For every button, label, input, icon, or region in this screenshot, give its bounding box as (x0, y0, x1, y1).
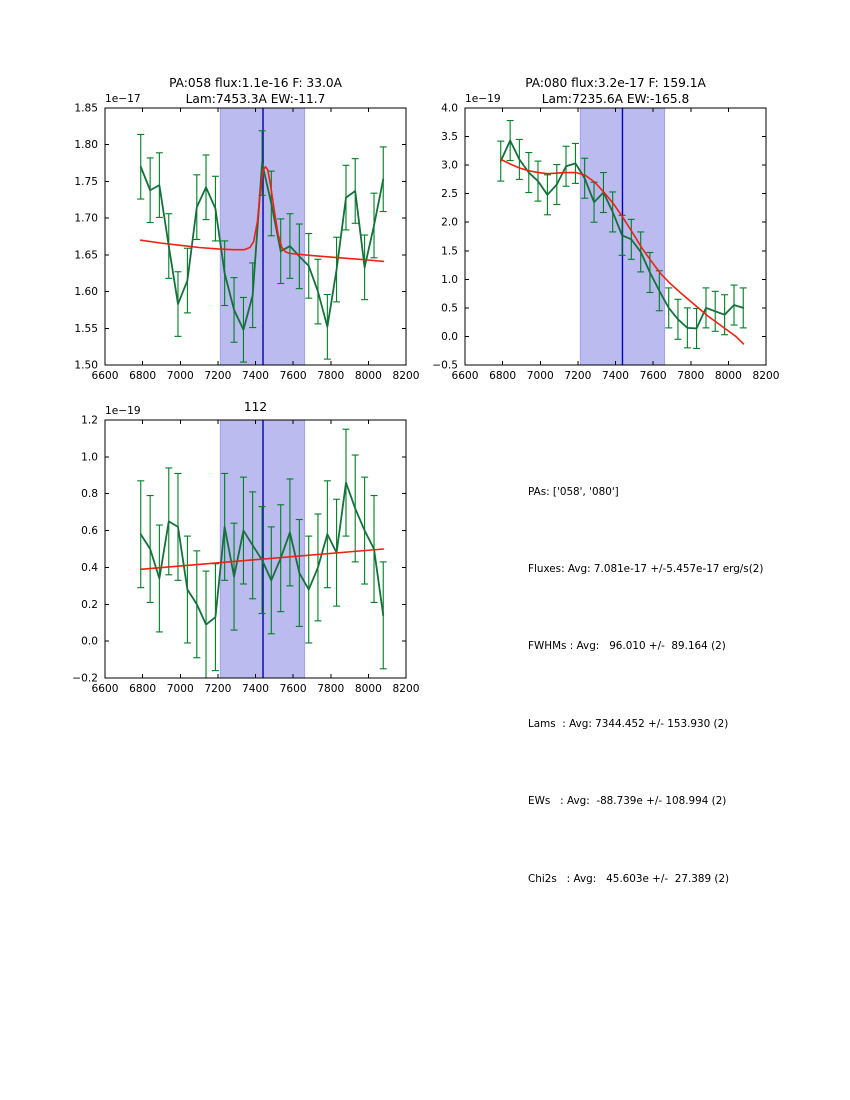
svg-text:0.5: 0.5 (441, 302, 458, 314)
svg-text:0.0: 0.0 (81, 636, 98, 648)
stats-line-chi2s: Chi2s : Avg: 45.603e +/- 27.389 (2) (528, 872, 730, 885)
svg-text:0.8: 0.8 (81, 488, 98, 500)
y-axis-offset-label: 1e−19 (105, 405, 141, 417)
pa058-spectrum-chart: 6600 6800 7000 7200 7400 7600 7800 8000 8200 1.50… (74, 76, 419, 383)
svg-text:0.4: 0.4 (81, 562, 98, 574)
svg-text:−0.5: −0.5 (432, 360, 458, 372)
plot-subtitle: Lam:7235.6A EW:-165.8 (542, 92, 690, 106)
svg-text:7400: 7400 (602, 370, 629, 382)
stats-line-fwhms: FWHMs : Avg: 96.010 +/- 89.164 (2) (528, 640, 726, 653)
stats-line-lams: Lams : Avg: 7344.452 +/- 153.930 (2) (528, 717, 729, 730)
plot-pa058: 6600 6800 7000 7200 7400 7600 7800 8000 8200 1.50… (55, 63, 425, 402)
axes-pa058: 6600 6800 7000 7200 7400 7600 7800 8000 8200 1.50… (74, 103, 419, 383)
svg-text:1.75: 1.75 (74, 176, 98, 188)
plot-title: 112 (244, 400, 267, 414)
y-axis-offset-label: 1e−19 (465, 93, 501, 105)
svg-text:1.0: 1.0 (441, 274, 458, 286)
svg-text:8200: 8200 (393, 370, 420, 382)
svg-text:7400: 7400 (242, 683, 269, 695)
svg-text:8000: 8000 (355, 683, 382, 695)
svg-text:1.55: 1.55 (74, 323, 98, 335)
svg-text:7800: 7800 (317, 683, 344, 695)
svg-text:6600: 6600 (452, 370, 479, 382)
svg-text:3.5: 3.5 (441, 131, 458, 143)
spectrum-112-chart: 6600 6800 7000 7200 7400 7600 7800 8000 8200 −0.2… (72, 400, 419, 696)
svg-text:7600: 7600 (280, 683, 307, 695)
svg-text:8000: 8000 (355, 370, 382, 382)
svg-text:2.0: 2.0 (441, 217, 458, 229)
plot-title: PA:058 flux:1.1e-16 F: 33.0A (169, 76, 342, 90)
plot-112: 6600 6800 7000 7200 7400 7600 7800 8000 8200 −0.2… (55, 385, 425, 709)
svg-text:1.65: 1.65 (74, 249, 98, 261)
svg-text:1.0: 1.0 (81, 451, 98, 463)
svg-text:7600: 7600 (280, 370, 307, 382)
svg-text:1.50: 1.50 (74, 360, 98, 372)
svg-text:8200: 8200 (393, 683, 420, 695)
svg-text:7000: 7000 (167, 683, 194, 695)
svg-text:6600: 6600 (92, 683, 119, 695)
svg-text:6800: 6800 (129, 683, 156, 695)
axes-112: 6600 6800 7000 7200 7400 7600 7800 8000 8200 −0.2… (72, 415, 419, 696)
svg-text:7200: 7200 (564, 370, 591, 382)
svg-text:1.2: 1.2 (81, 415, 98, 427)
svg-text:7400: 7400 (242, 370, 269, 382)
y-axis-offset-label: 1e−17 (105, 93, 141, 105)
svg-text:1.80: 1.80 (74, 139, 98, 151)
stats-panel: PAs: ['058', '080'] Fluxes: Avg: 7.081e-… (528, 428, 763, 944)
svg-text:4.0: 4.0 (441, 103, 458, 115)
svg-text:8000: 8000 (715, 370, 742, 382)
svg-text:7200: 7200 (204, 370, 231, 382)
svg-text:0.0: 0.0 (441, 331, 458, 343)
svg-text:6600: 6600 (92, 370, 119, 382)
svg-text:0.2: 0.2 (81, 599, 98, 611)
svg-text:7000: 7000 (167, 370, 194, 382)
plot-title: PA:080 flux:3.2e-17 F: 159.1A (525, 76, 706, 90)
svg-text:2.5: 2.5 (441, 188, 458, 200)
svg-text:1.60: 1.60 (74, 286, 98, 298)
svg-text:3.0: 3.0 (441, 160, 458, 172)
stats-line-fluxes: Fluxes: Avg: 7.081e-17 +/-5.457e-17 erg/… (528, 562, 764, 575)
svg-text:1.85: 1.85 (74, 103, 98, 115)
axes-pa080: 6600 6800 7000 7200 7400 7600 7800 8000 8200 −0.5… (432, 103, 779, 383)
svg-text:1.70: 1.70 (74, 213, 98, 225)
stats-line-ews: EWs : Avg: -88.739e +/- 108.994 (2) (528, 795, 727, 808)
plot-pa080: 6600 6800 7000 7200 7400 7600 7800 8000 8200 −0.5… (415, 63, 785, 402)
svg-text:7600: 7600 (640, 370, 667, 382)
pa080-spectrum-chart: 6600 6800 7000 7200 7400 7600 7800 8000 8200 −0.5… (432, 76, 779, 383)
svg-text:7000: 7000 (527, 370, 554, 382)
svg-text:7200: 7200 (204, 683, 231, 695)
svg-text:−0.2: −0.2 (72, 673, 98, 685)
svg-text:6800: 6800 (129, 370, 156, 382)
plot-subtitle: Lam:7453.3A EW:-11.7 (186, 92, 326, 106)
svg-text:0.6: 0.6 (81, 525, 98, 537)
svg-text:7800: 7800 (677, 370, 704, 382)
svg-text:7800: 7800 (317, 370, 344, 382)
svg-text:6800: 6800 (489, 370, 516, 382)
svg-text:8200: 8200 (753, 370, 780, 382)
stats-line-pas: PAs: ['058', '080'] (528, 485, 619, 498)
svg-text:1.5: 1.5 (441, 245, 458, 257)
